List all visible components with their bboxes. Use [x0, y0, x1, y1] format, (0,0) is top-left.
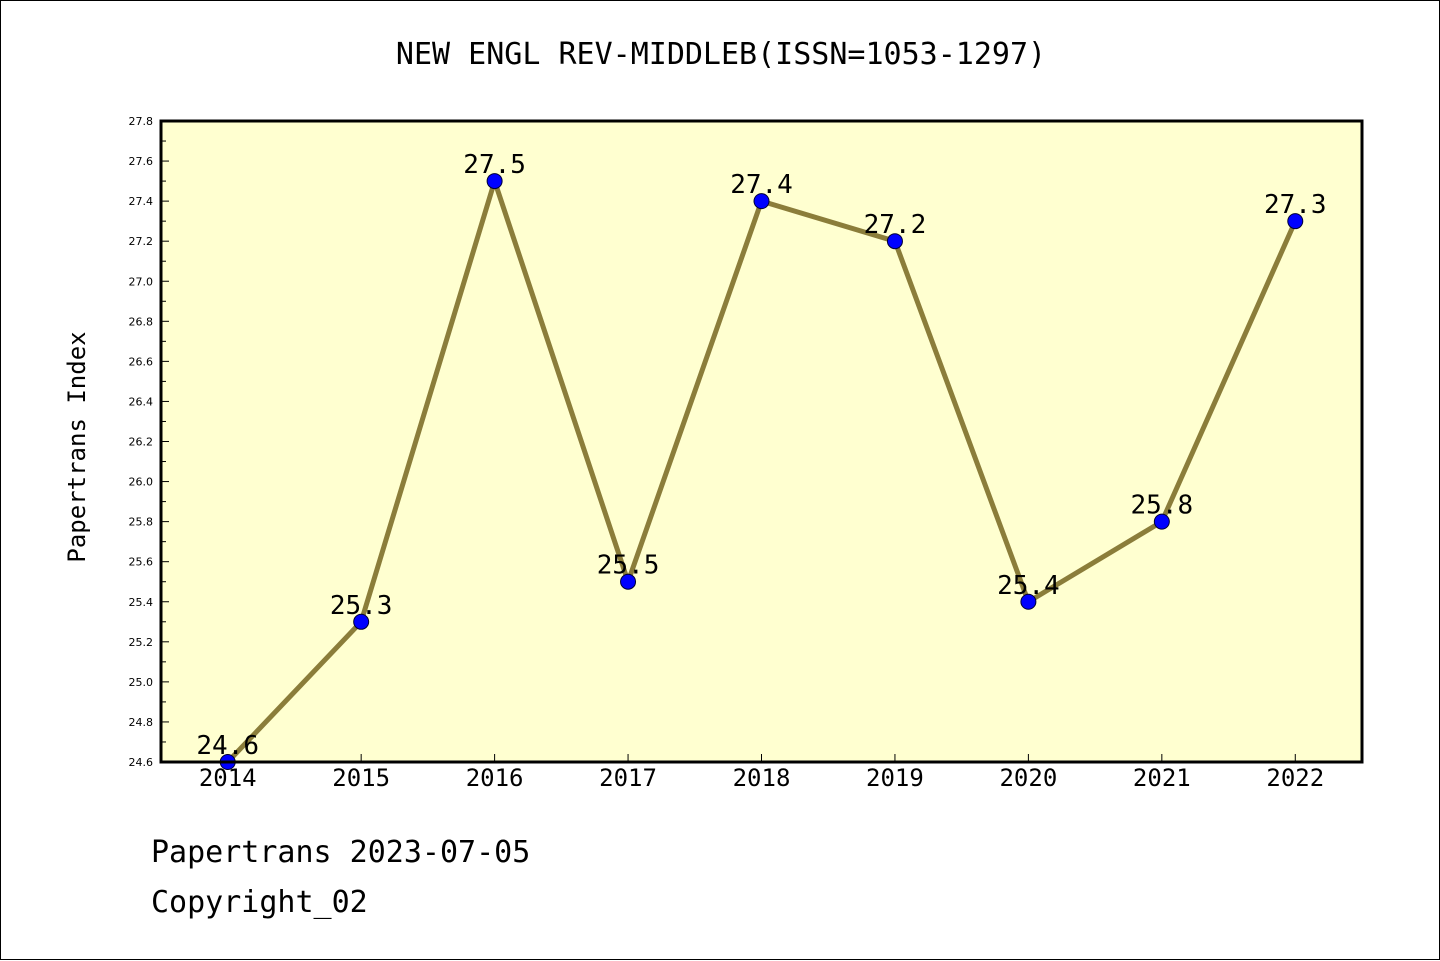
- y-tick-label: 25.0: [129, 676, 154, 689]
- y-tick-label: 25.4: [129, 596, 154, 609]
- y-tick-label: 24.8: [129, 716, 154, 729]
- plot-area: [161, 121, 1362, 762]
- y-tick-label: 24.6: [129, 756, 154, 769]
- y-tick-label: 25.6: [129, 556, 154, 569]
- data-point: [753, 193, 770, 210]
- y-tick-label: 26.2: [129, 436, 154, 449]
- data-point: [1287, 213, 1304, 230]
- y-tick-label: 27.4: [129, 195, 154, 208]
- data-point: [1153, 513, 1170, 530]
- x-tick-label: 2020: [999, 764, 1057, 792]
- plot-border: [159, 119, 1364, 764]
- y-tick-label: 25.8: [129, 516, 154, 529]
- y-tick-label: 27.6: [129, 155, 154, 168]
- y-tick-label: 25.2: [129, 636, 154, 649]
- data-point: [620, 573, 637, 590]
- data-point: [886, 233, 903, 250]
- data-point: [1020, 593, 1037, 610]
- x-tick-label: 2015: [332, 764, 390, 792]
- y-tick-label: 26.8: [129, 315, 154, 328]
- x-tick-label: 2022: [1266, 764, 1324, 792]
- x-tick-label: 2017: [599, 764, 657, 792]
- footer-copyright: Copyright_02: [151, 885, 368, 920]
- x-tick-label: 2019: [866, 764, 924, 792]
- y-tick-label: 27.2: [129, 235, 154, 248]
- x-tick-label: 2016: [466, 764, 524, 792]
- chart-title: NEW ENGL REV-MIDDLEB(ISSN=1053-1297): [395, 37, 1047, 72]
- y-tick-label: 26.0: [129, 476, 154, 489]
- y-tick-label: 27.8: [129, 115, 154, 128]
- y-tick-label: 27.0: [129, 275, 154, 288]
- y-tick-label: 26.6: [129, 355, 154, 368]
- footer-date: Papertrans 2023-07-05: [151, 835, 531, 870]
- data-point: [486, 173, 503, 190]
- x-tick-label: 2021: [1133, 764, 1191, 792]
- y-tick-label: 26.4: [129, 395, 154, 408]
- data-point: [353, 613, 370, 630]
- x-tick-label: 2018: [733, 764, 791, 792]
